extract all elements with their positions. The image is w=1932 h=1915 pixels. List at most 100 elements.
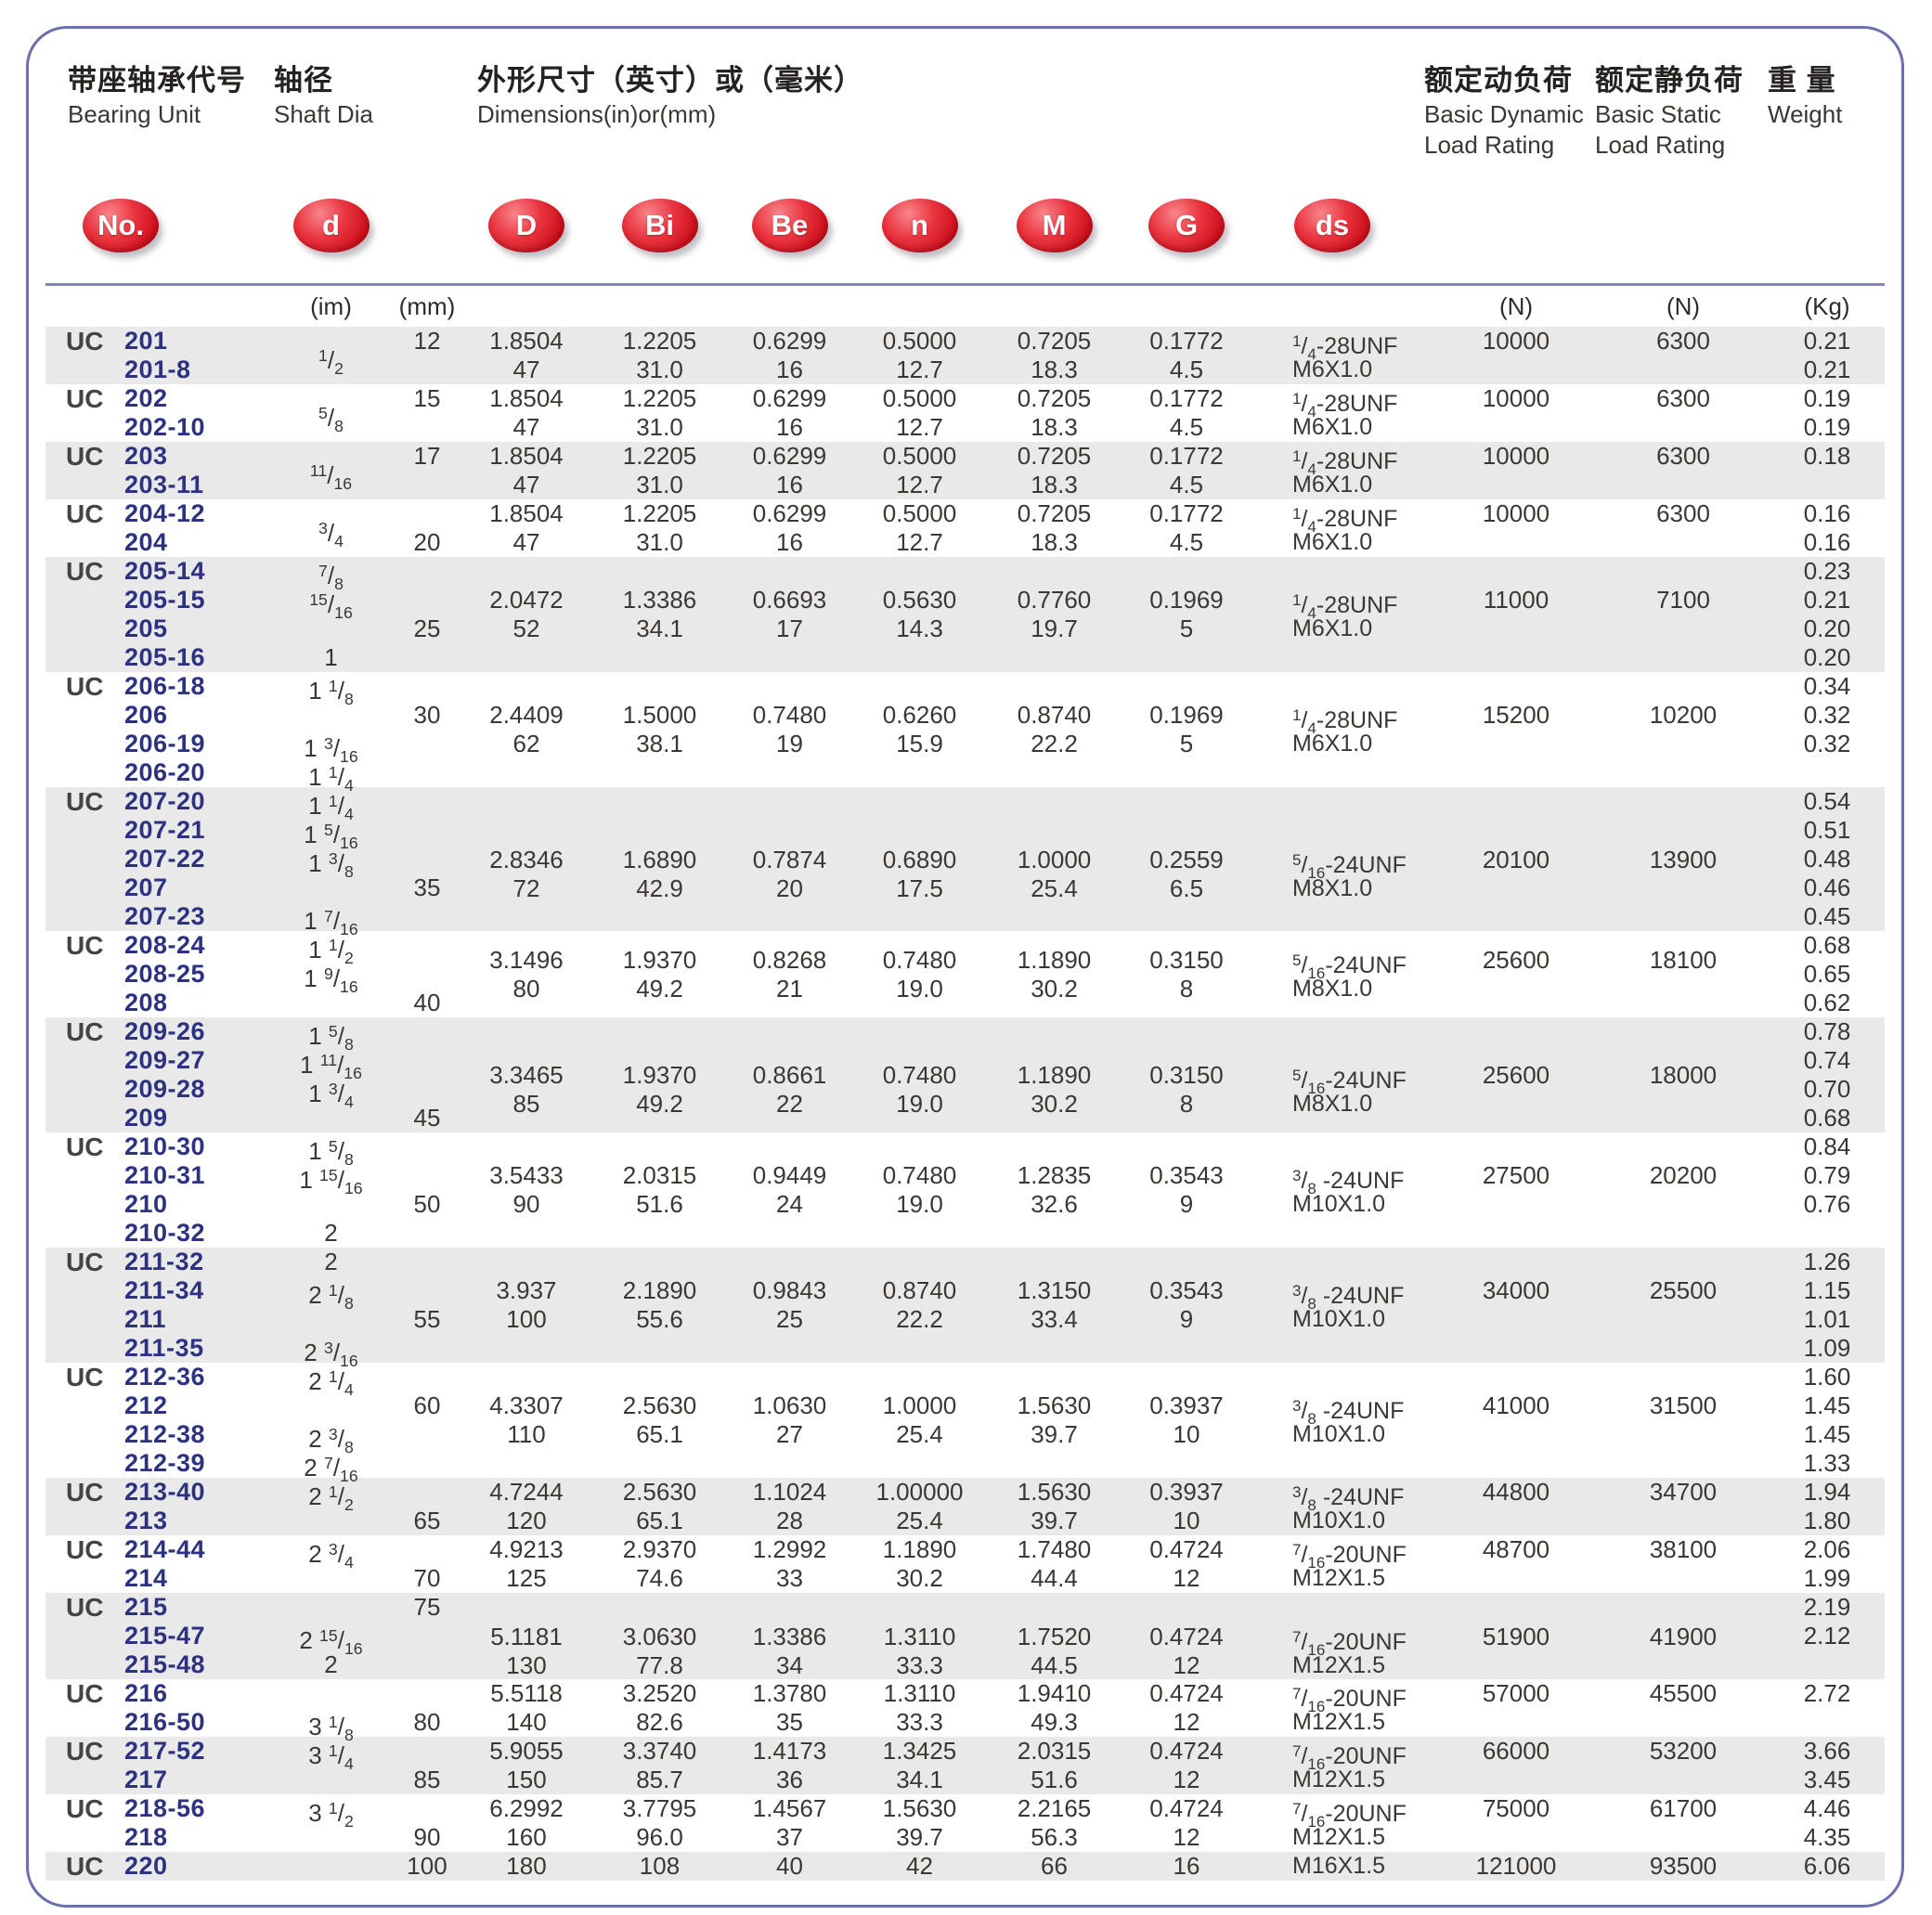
dim-Bi-line: 31.0 (636, 356, 683, 383)
static-load-line (1656, 413, 1710, 442)
dim-Bi-block: 2.9370 74.6 (623, 1535, 697, 1593)
dim-Bi-line: 3.0630 (622, 1622, 697, 1650)
dim-G-line: 12 (1173, 1564, 1200, 1592)
dim-G: 0.3150 8 (1122, 1017, 1251, 1132)
wt-cell: 0.78 0.74 0.70 0.68 (1771, 1017, 1883, 1132)
thread-size: 1/4-28UNF M6X1.0 (1251, 442, 1437, 499)
dmm-cell: 20 (394, 499, 460, 557)
dim-M-line: 30.2 (1031, 1090, 1078, 1118)
dmm-cell: 45 (394, 1017, 460, 1132)
no-cell: 211-32 211-34 211 211-35 (124, 1248, 268, 1363)
thread-size-line: M10X1.0 (1292, 1191, 1386, 1217)
wt-cell: 1.60 1.45 1.45 1.33 (1771, 1363, 1883, 1478)
dim-M-block: 0.7205 18.3 (1018, 384, 1092, 442)
dim-n-line: 0.8740 (882, 1276, 957, 1304)
dim-D-line: 2.0472 (489, 586, 564, 614)
dim-D-line: 2.8346 (489, 845, 564, 873)
din-cell: 1 1/4 1 5/16 1 3/8 1 7/16 (268, 787, 394, 938)
shaft-dia-inch (268, 1564, 394, 1593)
dim-G: 0.4724 12 (1122, 1679, 1251, 1737)
shaft-dia-inch: 1 5/16 (304, 821, 358, 852)
dim-Bi: 1.2205 31.0 (592, 327, 727, 384)
dim-M-line: 18.3 (1031, 471, 1078, 498)
dim-n-block: 0.6890 17.5 (883, 846, 957, 903)
dim-n-line: 12.7 (896, 413, 943, 441)
dynamic-load: 121000 (1437, 1852, 1595, 1881)
static-load-block: 53200 (1650, 1737, 1717, 1794)
static-load: 7100 (1595, 557, 1771, 672)
dynamic-load: 75000 (1437, 1794, 1595, 1852)
weight: 4.35 (1803, 1823, 1851, 1851)
dim-D-block: 4.3307 110 (489, 1391, 564, 1449)
thread-size-block: 7/16-20UNF M12X1.5 (1251, 1623, 1407, 1680)
dim-n-block: 1.3110 33.3 (884, 1623, 956, 1680)
dim-D-line: 6.2992 (489, 1794, 564, 1822)
header-static-load-en1: Basic Static (1595, 100, 1721, 128)
dim-Bi-line: 74.6 (636, 1564, 683, 1592)
dim-M-line: 0.7205 (1017, 499, 1092, 527)
dim-M: 0.7205 18.3 (987, 327, 1122, 384)
shaft-dia-inch-block: 5/8 (318, 399, 344, 435)
static-load-block: 34700 (1650, 1478, 1717, 1535)
shaft-dia-mm: 60 (413, 1391, 441, 1419)
dim-G: 0.4724 12 (1122, 1794, 1251, 1852)
bearing-group: UC 207-20 207-21 207-22 207 207-23 1 1/4 1 5/16… (45, 787, 1885, 938)
weight: 0.48 (1803, 845, 1851, 873)
shaft-dia-inch-block: 1/2 (318, 342, 344, 378)
dynamic-load: 10000 (1437, 442, 1595, 499)
dynamic-load-block: 51900 (1483, 1623, 1549, 1680)
shaft-dia-mm (394, 413, 460, 442)
dim-n-line: 19.0 (896, 1090, 943, 1118)
weight: 4.46 (1803, 1794, 1851, 1822)
dim-Bi-line: 65.1 (636, 1420, 683, 1448)
dim-Bi-line: 42.9 (636, 873, 683, 902)
dynamic-load-line: 10000 (1482, 384, 1550, 412)
dim-Be-line: 36 (776, 1766, 803, 1793)
dynamic-load: 25600 (1437, 931, 1595, 1017)
dim-Be: 40 (727, 1852, 852, 1881)
thread-size-line: 1/4-28UNF (1292, 332, 1398, 363)
bearing-group: UC 212-36 212 212-38 212-39 2 1/4 2 3/8 2 7/16 6… (45, 1363, 1885, 1485)
header-static-load: 额定静负荷 Basic Static Load Rating (1595, 62, 1771, 161)
weight: 2.72 (1803, 1679, 1851, 1707)
thread-size-line: 3/8 -24UNF (1292, 1167, 1405, 1197)
dim-Be-line: 25 (776, 1305, 803, 1333)
dim-Be-line: 27 (776, 1420, 803, 1448)
shaft-dia-inch (268, 701, 394, 730)
model-number: 211-35 (124, 1334, 204, 1362)
dim-M-block: 1.9410 49.3 (1018, 1679, 1092, 1737)
uc-cell: UC (45, 1852, 124, 1881)
dim-Be-block: 0.7874 20 (753, 846, 827, 903)
model-number: 205 (124, 615, 168, 642)
din-cell: 2 1/2 (268, 1478, 394, 1535)
dim-M-line: 2.2165 (1017, 1794, 1092, 1822)
dim-G-line: 0.3150 (1149, 1061, 1224, 1089)
model-number: 207-22 (124, 845, 206, 873)
dmm-cell: 55 (394, 1248, 460, 1363)
shaft-dia-mm: 65 (413, 1507, 441, 1534)
shaft-dia-inch: 2 7/16 (304, 1454, 358, 1485)
no-cell: 203 203-11 (124, 442, 268, 499)
dim-D-line: 5.5118 (490, 1679, 563, 1707)
bearing-group: UC 215 215-47 215-48 2 15/16 2 75 5.1181 130 3.06… (45, 1593, 1885, 1679)
dim-D-line: 1.8504 (489, 384, 564, 412)
dim-n-block: 0.5000 12.7 (883, 499, 957, 557)
model-number: 208 (124, 989, 168, 1016)
dim-n-line: 12.7 (896, 356, 943, 383)
shaft-dia-mm (394, 356, 460, 384)
dim-Be: 1.0630 27 (727, 1363, 852, 1478)
dim-Be-line: 0.8661 (752, 1061, 827, 1089)
dim-Bi-block: 3.3740 85.7 (623, 1737, 697, 1794)
static-load-line: 38100 (1649, 1535, 1718, 1563)
dim-D-line: 5.1181 (490, 1622, 563, 1650)
dim-n: 1.5630 39.7 (852, 1794, 987, 1852)
uc-prefix: UC (66, 1248, 104, 1276)
dim-G-block: 0.3937 10 (1149, 1391, 1224, 1449)
dim-M-line: 1.5630 (1017, 1478, 1092, 1506)
shaft-dia-mm (394, 758, 460, 787)
dim-G-block: 0.3543 9 (1149, 1161, 1224, 1219)
shaft-dia-inch: 1 7/16 (304, 907, 358, 938)
dim-D-line: 4.7244 (489, 1478, 564, 1506)
dim-G-line: 8 (1179, 974, 1194, 1003)
no-cell: 201 201-8 (124, 327, 268, 384)
